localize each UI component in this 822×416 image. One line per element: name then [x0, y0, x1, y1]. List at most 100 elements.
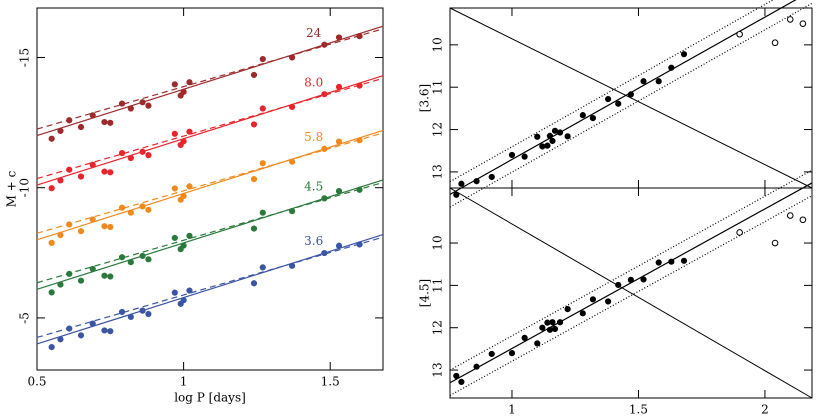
data-point	[786, 212, 794, 219]
data-point	[335, 138, 343, 145]
fit-line-dashed	[36, 77, 384, 180]
data-point	[101, 272, 108, 279]
data-point	[127, 105, 134, 112]
data-point	[321, 41, 328, 48]
data-point	[786, 16, 794, 23]
series-label: 8.0	[304, 75, 323, 89]
data-point	[145, 310, 152, 318]
data-point	[127, 154, 134, 162]
plot-frame	[449, 187, 813, 399]
data-point	[77, 277, 85, 284]
fit-line-dashed	[36, 236, 384, 339]
fit-line	[36, 25, 384, 137]
data-point	[186, 79, 193, 86]
data-point	[127, 259, 134, 266]
data-point	[250, 176, 258, 183]
data-point	[77, 173, 85, 180]
diagonal-line	[449, 187, 813, 399]
data-point	[171, 130, 178, 137]
data-point	[551, 325, 559, 333]
data-point	[589, 296, 597, 303]
data-point	[534, 133, 541, 140]
data-point	[605, 298, 612, 305]
data-point	[250, 280, 258, 287]
data-point	[556, 129, 564, 136]
data-point	[356, 33, 363, 40]
data-point	[139, 307, 146, 314]
data-point	[107, 273, 114, 280]
x-tick-label: 1.5	[629, 403, 648, 416]
diagonal-line	[449, 7, 813, 189]
data-point	[77, 123, 85, 131]
data-point	[48, 135, 55, 142]
data-point	[48, 239, 55, 247]
data-point	[627, 276, 634, 283]
data-point	[655, 78, 662, 85]
data-point	[508, 151, 516, 159]
series-label: 3.6	[304, 234, 323, 248]
data-point	[579, 310, 586, 317]
y-tick-label: 10	[431, 235, 445, 250]
data-point	[321, 249, 328, 257]
data-point	[453, 372, 460, 380]
y-axis-label: [3.6]	[418, 84, 432, 112]
data-point	[259, 55, 266, 63]
series-label: 24	[306, 26, 322, 40]
data-point	[89, 112, 96, 119]
data-point	[655, 259, 662, 266]
data-point	[186, 183, 193, 190]
data-point	[186, 287, 193, 294]
data-point	[89, 161, 96, 168]
data-point	[139, 203, 146, 210]
data-point	[799, 216, 807, 224]
y-tick-label: 10	[431, 37, 445, 52]
data-point	[356, 241, 363, 248]
data-point	[534, 340, 541, 347]
fit-line	[36, 179, 384, 290]
data-point	[57, 177, 64, 184]
data-point	[335, 187, 343, 195]
data-point	[66, 325, 73, 332]
data-point	[57, 231, 64, 239]
fit-bound-dotted	[449, 195, 813, 396]
data-point	[171, 185, 178, 192]
y-tick-label: -15	[18, 48, 32, 67]
data-point	[259, 209, 266, 216]
data-point	[521, 153, 528, 160]
data-point	[605, 95, 612, 103]
data-point	[289, 262, 296, 269]
x-axis-label: log P [days]	[174, 391, 246, 405]
fit-line-dashed	[36, 28, 384, 130]
data-point	[48, 185, 55, 192]
y-axis-label: M + c	[5, 170, 19, 207]
data-point	[615, 281, 622, 289]
data-point	[66, 166, 73, 173]
data-point	[66, 221, 73, 228]
data-point	[89, 320, 96, 327]
data-point	[48, 289, 55, 296]
x-tick-label: 2	[761, 403, 769, 416]
data-point	[458, 378, 465, 386]
data-point	[259, 160, 266, 167]
data-point	[180, 297, 187, 304]
data-point	[551, 127, 559, 134]
data-point	[546, 326, 554, 333]
fit-line-dashed	[36, 132, 384, 234]
x-tick-label: 1	[508, 403, 516, 416]
data-point	[180, 242, 187, 249]
y-tick-label: 11	[431, 80, 445, 95]
data-point	[186, 232, 193, 239]
data-point	[107, 169, 114, 176]
data-point	[546, 132, 554, 140]
fit-bound-dotted	[449, 2, 813, 208]
data-point	[640, 78, 647, 85]
data-point	[321, 195, 328, 202]
data-point	[680, 51, 688, 58]
data-point	[145, 102, 152, 109]
data-point	[549, 319, 556, 326]
data-point	[107, 223, 114, 231]
data-point	[736, 30, 743, 38]
series-label: 5.8	[304, 130, 323, 144]
data-point	[171, 289, 178, 296]
